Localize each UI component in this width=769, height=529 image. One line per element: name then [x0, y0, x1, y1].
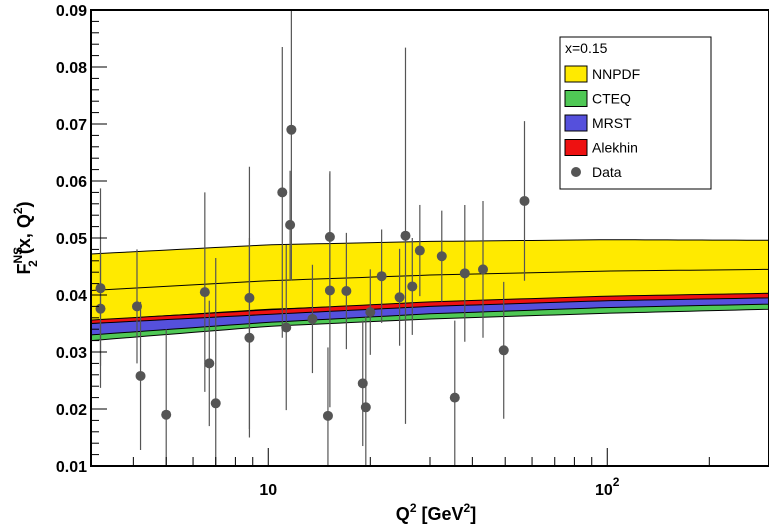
legend-marker-data	[571, 167, 581, 177]
data-point-27	[436, 251, 447, 262]
x-tick-labels: 10 102	[259, 475, 619, 499]
x-tick-label-0: 10	[259, 482, 277, 499]
bands-layer	[90, 239, 769, 342]
data-point-1	[95, 303, 106, 314]
y-tick-label-8: 0.09	[56, 3, 87, 20]
data-point-10	[277, 187, 288, 198]
legend-title: x=0.15	[565, 40, 608, 56]
legend-swatch-cteq	[564, 90, 588, 107]
y-tick-label-4: 0.05	[56, 231, 87, 248]
legend-entries: NNPDF CTEQ MRST Alekhin Data	[564, 65, 640, 180]
data-point-9	[244, 332, 255, 343]
data-point-20	[360, 402, 371, 413]
legend-label-data: Data	[592, 164, 622, 180]
data-point-5	[199, 287, 210, 298]
data-point-22	[376, 271, 387, 282]
data-point-29	[459, 268, 470, 279]
band-alekhin	[90, 292, 769, 325]
data-point-18	[341, 286, 352, 297]
x-tick-label-1: 102	[595, 475, 620, 499]
legend-label-nnpdf: NNPDF	[592, 66, 640, 82]
y-tick-label-0: 0.01	[56, 459, 87, 476]
data-point-25	[407, 281, 418, 292]
data-point-7	[210, 398, 221, 409]
y-tick-label-3: 0.04	[56, 288, 87, 305]
data-point-32	[519, 195, 530, 206]
data-point-3	[135, 370, 146, 381]
y-tick-label-6: 0.07	[56, 117, 87, 134]
data-point-23	[394, 292, 405, 303]
data-points-layer	[95, 10, 530, 466]
data-point-17	[324, 285, 335, 296]
data-point-24	[400, 230, 411, 241]
legend-box	[559, 36, 712, 190]
data-point-30	[478, 264, 489, 275]
data-point-26	[414, 245, 425, 256]
data-point-11	[281, 322, 292, 333]
data-point-12	[285, 219, 296, 230]
data-point-13	[286, 124, 297, 135]
y-tick-label-5: 0.06	[56, 174, 87, 191]
x-axis-title: Q2 [GeV2]	[396, 501, 476, 524]
data-point-4	[161, 409, 172, 420]
legend-swatch-alekhin	[564, 139, 588, 156]
y-tick-label-2: 0.03	[56, 345, 87, 362]
data-point-14	[307, 313, 318, 324]
legend-label-mrst: MRST	[592, 115, 632, 131]
data-point-2	[131, 301, 142, 312]
y-tick-labels: 0.01 0.02 0.03 0.04 0.05 0.06 0.07 0.08 0.09	[56, 3, 87, 476]
ticks-layer	[90, 9, 769, 467]
data-point-28	[449, 392, 460, 403]
legend: x=0.15 NNPDF CTEQ MRST Alekhin Data	[559, 36, 712, 190]
y-tick-label-1: 0.02	[56, 402, 87, 419]
legend-label-cteq: CTEQ	[592, 91, 631, 107]
data-point-15	[322, 410, 333, 421]
data-point-21	[365, 307, 376, 318]
y-axis-title: FNS2(x, Q2)	[11, 201, 40, 274]
data-point-31	[498, 345, 509, 356]
legend-swatch-mrst	[564, 114, 588, 132]
y-tick-label-7: 0.08	[56, 60, 87, 77]
data-point-6	[204, 358, 215, 369]
legend-label-alekhin: Alekhin	[592, 140, 638, 156]
band-nnpdf-central-line	[90, 268, 769, 291]
legend-swatch-nnpdf	[564, 65, 588, 83]
